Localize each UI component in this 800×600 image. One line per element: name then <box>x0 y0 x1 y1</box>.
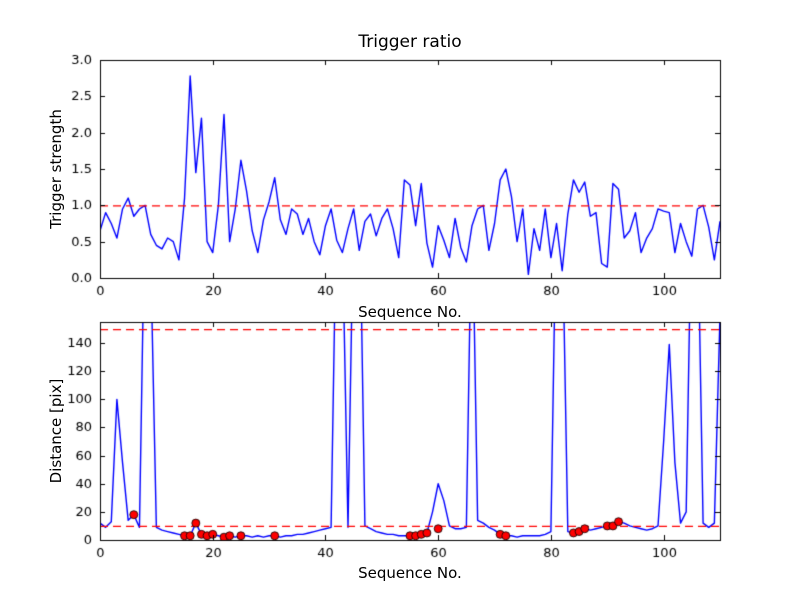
top-yaxis-label: Trigger strength <box>47 109 65 229</box>
chart-title: Trigger ratio <box>358 32 462 52</box>
bottom-xaxis-label: Sequence No. <box>358 564 462 582</box>
bottom-yaxis-label: Distance [pix] <box>47 378 65 484</box>
top-xaxis-label: Sequence No. <box>358 303 462 321</box>
